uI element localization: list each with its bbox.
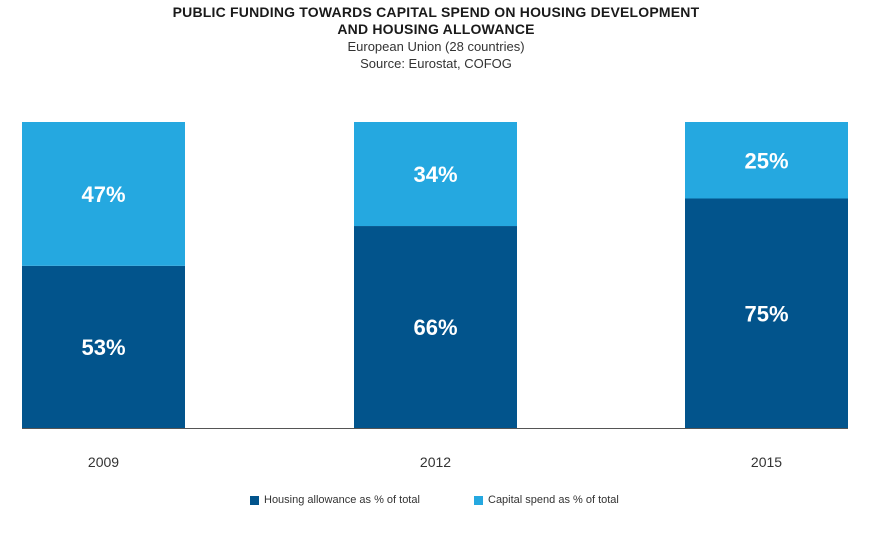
bar-segment-housing-allowance-2012 xyxy=(354,226,517,428)
legend-label-capital-spend: Capital spend as % of total xyxy=(488,494,619,506)
data-label-capital-spend-2012: 34% xyxy=(413,162,457,187)
x-tick-label-2015: 2015 xyxy=(751,454,782,470)
bar-segment-capital-spend-2009 xyxy=(22,122,185,266)
legend-item-capital-spend: Capital spend as % of total xyxy=(474,494,619,506)
data-label-housing-allowance-2009: 53% xyxy=(81,335,125,360)
legend-item-housing-allowance: Housing allowance as % of total xyxy=(250,494,420,506)
chart-subtitle-region: European Union (28 countries) xyxy=(347,39,525,54)
bar-segment-housing-allowance-2009 xyxy=(22,265,185,428)
chart-subtitle-source: Source: Eurostat, COFOG xyxy=(360,56,512,71)
chart-title-line-2: AND HOUSING ALLOWANCE xyxy=(337,21,535,37)
data-label-capital-spend-2015: 25% xyxy=(744,148,788,173)
legend-label-housing-allowance: Housing allowance as % of total xyxy=(264,494,420,506)
chart-title-line-1: PUBLIC FUNDING TOWARDS CAPITAL SPEND ON … xyxy=(172,4,700,20)
x-tick-label-2012: 2012 xyxy=(420,454,451,470)
bar-segment-capital-spend-2015 xyxy=(685,122,848,199)
data-label-housing-allowance-2012: 66% xyxy=(413,315,457,340)
x-tick-label-2009: 2009 xyxy=(88,454,119,470)
legend-swatch-housing-allowance xyxy=(250,495,259,505)
legend-swatch-capital-spend xyxy=(474,495,483,505)
data-label-capital-spend-2009: 47% xyxy=(81,182,125,207)
data-label-housing-allowance-2015: 75% xyxy=(744,301,788,326)
bar-segment-housing-allowance-2015 xyxy=(685,198,848,428)
chart-header: PUBLIC FUNDING TOWARDS CAPITAL SPEND ON … xyxy=(0,4,872,72)
bar-segment-capital-spend-2012 xyxy=(354,122,517,227)
